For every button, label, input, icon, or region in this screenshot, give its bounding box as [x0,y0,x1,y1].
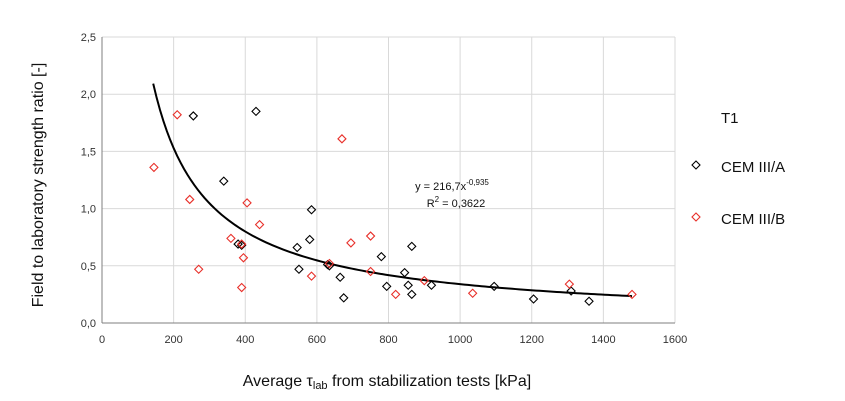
data-point-cem-iii-a [528,294,539,304]
data-point-cem-iii-b [564,279,575,289]
y-tick-labels: 0,0 0,5 1,0 1,5 2,0 2,5 [81,32,96,330]
legend: T1 CEM III/A CEM III/B [691,110,785,228]
data-point-cem-iii-a [236,240,247,250]
legend-label-cem-iii-a: CEM III/A [721,159,785,176]
data-point-cem-iii-a [403,280,413,291]
x-tick-label: 1200 [520,334,544,346]
trendline-equation: y = 216,7x-0,935 [415,178,489,193]
data-point-cem-iii-b [242,198,252,208]
data-point-cem-iii-b [324,258,335,269]
data-point-cem-iii-b [346,238,356,248]
y-tick-label: 0,5 [81,261,96,273]
data-point-cem-iii-b [467,288,478,299]
data-point-cem-iii-b [236,239,247,249]
power-trendline [152,83,633,298]
r-squared-label: R2 = 0,3622 [427,195,486,210]
x-tick-label: 800 [379,334,397,346]
axes [101,37,675,324]
data-point-cem-iii-a [376,251,387,262]
data-point-cem-iii-b [390,289,401,300]
data-point-cem-iii-a [407,289,417,300]
data-point-cem-iii-b [306,271,317,281]
data-point-cem-iii-b [193,264,204,275]
legend-title: T1 [721,110,739,127]
data-point-cem-iii-b [337,134,347,144]
y-tick-label: 0,0 [81,318,96,330]
legend-label-cem-iii-b: CEM III/B [721,211,785,228]
data-point-cem-iii-a [292,242,302,253]
x-tick-label: 1400 [591,334,615,346]
y-tick-label: 2,5 [81,32,96,44]
x-tick-label: 0 [99,334,105,346]
data-point-cem-iii-a [381,281,392,292]
y-tick-label: 2,0 [81,89,96,101]
y-axis-title: Field to laboratory strength ratio [-] [30,63,47,308]
data-point-cem-iii-b [149,162,159,173]
data-point-cem-iii-b [184,194,195,205]
data-point-cem-iii-a [489,281,499,292]
x-tick-label: 600 [308,334,326,346]
x-axis-title: Average τlab from stabilization tests [k… [243,373,531,392]
data-point-cem-iii-a [426,280,437,291]
data-point-cem-iii-a [188,111,199,121]
data-point-cem-iii-a [407,241,417,252]
data-point-cem-iii-a [399,267,410,278]
data-point-cem-iii-b [419,275,430,286]
data-point-cem-iii-a [338,293,349,303]
x-tick-label: 1000 [448,334,472,346]
data-point-cem-iii-a [218,176,229,186]
legend-marker-cem-iii-a [691,160,701,170]
data-point-cem-iii-a [584,296,594,307]
y-tick-label: 1,5 [81,146,96,158]
data-point-cem-iii-b [365,266,376,277]
data-point-cem-iii-a [294,264,304,275]
data-point-cem-iii-b [365,231,376,241]
x-tick-label: 400 [236,334,254,346]
y-tick-label: 1,0 [81,204,96,216]
data-point-cem-iii-b [236,282,247,293]
data-point-cem-iii-a [306,204,317,215]
grid-lines [102,36,676,323]
x-tick-labels: 0 200 400 600 800 1000 1200 1400 1600 [99,334,687,346]
data-point-cem-iii-b [172,110,182,120]
data-points [149,106,637,307]
data-point-cem-iii-b [238,253,249,263]
legend-marker-cem-iii-b [691,212,701,222]
data-point-cem-iii-a [335,272,345,283]
data-point-cem-iii-a [251,106,261,117]
x-tick-label: 200 [164,334,182,346]
data-point-cem-iii-a [304,234,315,245]
x-tick-label: 1600 [663,334,687,346]
data-point-cem-iii-b [627,289,637,300]
data-point-cem-iii-b [226,233,236,244]
data-point-cem-iii-b [254,219,265,230]
data-point-cem-iii-a [566,286,576,296]
